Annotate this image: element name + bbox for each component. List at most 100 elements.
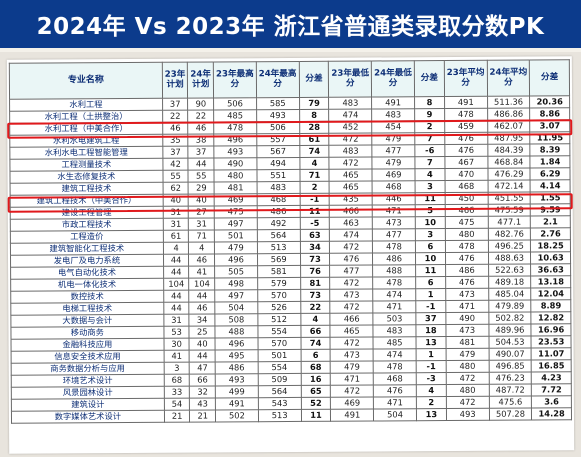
- cell-min-diff: 10: [415, 216, 446, 229]
- cell-min-diff: -1: [416, 360, 447, 373]
- cell-plan-2024: 32: [189, 385, 216, 399]
- cell-avg-diff: 11.07: [531, 347, 572, 361]
- cell-max-2024: 564: [258, 385, 301, 398]
- score-table: 专业名称 23年计划 24年计划 23年最高分 24年最高分 分差 23年最低分…: [9, 59, 572, 424]
- cell-avg-2023: 480: [446, 360, 489, 373]
- cell-max-2023: 505: [214, 265, 258, 278]
- cell-max-2023: 502: [215, 409, 259, 422]
- cell-plan-2024: 55: [188, 169, 215, 183]
- cell-plan-2023: 61: [163, 230, 189, 243]
- cell-min-2024: 476: [373, 384, 417, 397]
- cell-min-diff: 7: [414, 156, 445, 169]
- cell-plan-2024: 27: [188, 205, 215, 219]
- cell-max-2023: 499: [215, 385, 259, 398]
- cell-max-2024: 509: [258, 373, 301, 386]
- cell-avg-2023: 486: [445, 264, 489, 277]
- cell-min-2023: 472: [330, 300, 374, 314]
- cell-plan-2024: 44: [188, 157, 215, 171]
- cell-major-name: 风景园林设计: [11, 386, 165, 400]
- cell-plan-2024: 4: [188, 241, 215, 255]
- cell-min-2023: 472: [329, 133, 373, 146]
- cell-max-diff: 73: [300, 253, 331, 266]
- cell-max-diff: 16: [300, 373, 331, 386]
- header-avg-2024: 24年平均分: [486, 60, 530, 97]
- cell-max-2024: 567: [256, 145, 300, 158]
- cell-max-diff: 76: [300, 265, 331, 278]
- page-title: 2024年 Vs 2023年 浙江省普通类录取分数PK: [36, 14, 545, 40]
- header-max-2023: 23年最高分: [213, 61, 257, 98]
- cell-avg-diff: 18.25: [530, 239, 571, 253]
- header-plan-2024: 24年计划: [187, 61, 214, 99]
- cell-avg-2023: 481: [445, 336, 489, 349]
- cell-max-diff: 8: [299, 109, 330, 122]
- cell-plan-2023: 37: [162, 146, 189, 159]
- cell-avg-diff: 16.85: [531, 359, 572, 373]
- cell-min-2023: 465: [329, 180, 373, 194]
- cell-max-2023: 490: [213, 157, 257, 170]
- cell-avg-diff: 1.84: [530, 155, 570, 169]
- cell-min-2023: 465: [329, 168, 373, 182]
- cell-plan-2023: 22: [162, 110, 189, 123]
- header-plan-2023: 23年计划: [162, 62, 188, 99]
- cell-avg-2024: 496.25: [488, 240, 531, 253]
- cell-plan-2023: 62: [162, 182, 189, 195]
- cell-avg-2023: 473: [445, 324, 489, 337]
- cell-avg-2023: 490: [445, 312, 489, 325]
- cell-max-2024: 570: [257, 337, 301, 350]
- cell-avg-2023: 480: [445, 228, 489, 241]
- cell-min-diff: 13: [416, 408, 447, 421]
- cell-avg-2024: 476.29: [487, 168, 531, 181]
- cell-avg-diff: 8.89: [531, 299, 571, 313]
- cell-min-diff: 2: [416, 396, 447, 409]
- cell-min-diff: 11: [415, 264, 446, 277]
- cell-avg-2024: 507.28: [489, 408, 532, 421]
- cell-max-diff: 65: [300, 385, 331, 398]
- cell-min-2023: 483: [329, 144, 373, 158]
- cell-min-2024: 471: [373, 396, 417, 409]
- cell-major-name: 机电一体化技术: [10, 278, 164, 292]
- cell-avg-diff: 20.36: [529, 95, 570, 109]
- cell-major-name: 市政工程技术: [10, 218, 164, 232]
- cell-min-2023: 471: [330, 372, 374, 386]
- cell-plan-2023: 54: [164, 398, 190, 411]
- cell-avg-diff: 10.63: [530, 251, 571, 265]
- cell-avg-2024: 451.55: [487, 192, 531, 205]
- cell-major-name: 工程造价: [10, 230, 164, 244]
- cell-max-diff: 11: [299, 205, 330, 218]
- cell-plan-2023: 31: [163, 206, 189, 219]
- cell-min-2024: 504: [373, 408, 417, 421]
- cell-plan-2023: 44: [163, 302, 190, 315]
- cell-avg-2023: 493: [446, 408, 490, 421]
- cell-avg-2024: 490.07: [488, 348, 532, 361]
- cell-max-diff: 74: [299, 145, 330, 158]
- cell-min-diff: -3: [416, 372, 447, 385]
- cell-plan-2023: 104: [163, 278, 190, 291]
- cell-min-diff: 6: [415, 240, 446, 253]
- cell-avg-2024: 487.72: [488, 384, 532, 397]
- cell-max-diff: -5: [299, 217, 330, 230]
- cell-avg-2023: 475: [445, 216, 488, 229]
- cell-plan-2023: 46: [162, 122, 189, 135]
- cell-plan-2024: 25: [189, 325, 216, 339]
- cell-max-2023: 481: [214, 181, 257, 194]
- page-title-banner: 2024年 Vs 2023年 浙江省普通类录取分数PK: [0, 0, 581, 52]
- cell-avg-2024: 472.14: [487, 180, 531, 193]
- cell-avg-2023: 476: [445, 276, 489, 289]
- cell-avg-diff: 11.95: [530, 131, 570, 145]
- cell-plan-2024: 34: [189, 313, 216, 327]
- cell-min-2024: 483: [373, 324, 416, 337]
- cell-min-2023: 473: [330, 348, 374, 362]
- cell-min-2023: 477: [330, 264, 373, 278]
- cell-avg-2024: 482.76: [487, 228, 531, 241]
- cell-max-2023: 486: [215, 361, 259, 374]
- cell-major-name: 建设工程管理: [10, 206, 164, 220]
- cell-min-diff: 4: [414, 168, 445, 181]
- cell-max-2024: 526: [257, 301, 301, 314]
- cell-plan-2023: 3: [163, 362, 190, 375]
- cell-min-2024: 488: [372, 264, 416, 277]
- cell-avg-diff: 2.1: [530, 215, 571, 229]
- cell-avg-2024: 488.63: [488, 252, 531, 265]
- cell-avg-2024: 489.96: [488, 324, 532, 337]
- header-max-2024: 24年最高分: [256, 61, 300, 98]
- cell-plan-2024: 40: [188, 193, 215, 207]
